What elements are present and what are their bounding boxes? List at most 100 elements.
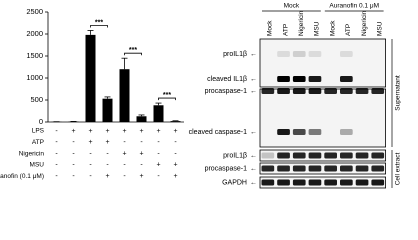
lane-label: Mock (267, 20, 274, 36)
row-label: cleaved caspase-1 (189, 129, 247, 136)
blot-band (277, 76, 290, 82)
significance-label: *** (163, 92, 171, 99)
condition-sign: - (123, 139, 126, 146)
condition-label: Auranofin (0.1 μM) (0, 173, 44, 180)
blot-band (355, 165, 369, 172)
condition-sign: + (173, 162, 177, 169)
bar (119, 69, 130, 122)
lane-label: MSU (376, 21, 383, 36)
lane-label: MSU (314, 21, 321, 36)
blot-band (261, 152, 275, 159)
y-tick-label: 500 (30, 95, 43, 104)
condition-sign: - (157, 150, 160, 157)
y-tick-label: 1500 (26, 51, 43, 60)
condition-sign: - (72, 150, 75, 157)
significance-label: *** (95, 19, 103, 26)
row-arrow: ← (250, 88, 257, 95)
row-label: proIL1β (223, 51, 247, 58)
condition-sign: - (55, 139, 58, 146)
blot-band (277, 51, 290, 57)
condition-label: MSU (30, 162, 45, 169)
row-arrow: ← (250, 51, 257, 58)
condition-sign: - (157, 173, 160, 180)
blot-band (277, 179, 290, 186)
row-label: procaspase-1 (205, 88, 248, 95)
figure: 0 500 1000 1500 2000 2500 *** *** *** LPS - + + + + + + +… (0, 3, 402, 189)
condition-sign: + (173, 173, 177, 180)
condition-sign: + (139, 150, 143, 157)
blot-band (324, 179, 337, 186)
significance-bracket (158, 97, 176, 101)
condition-sign: + (105, 139, 109, 146)
blot-band (355, 152, 369, 159)
condition-label: Nigericin (19, 150, 45, 157)
blot-band (308, 129, 322, 135)
blot-band (371, 152, 385, 159)
significance-bracket (124, 52, 142, 56)
condition-sign: - (55, 173, 58, 180)
condition-sign: - (174, 139, 177, 146)
y-tick-label: 0 (39, 117, 43, 126)
blot-band (261, 88, 275, 94)
y-tick-label: 2500 (26, 7, 43, 16)
row-arrow: ← (250, 129, 257, 136)
group-label: Mock (284, 3, 300, 10)
blot-band (308, 179, 322, 186)
blot-band (308, 165, 322, 172)
blot-band (292, 129, 306, 135)
condition-sign: + (156, 162, 160, 169)
condition-sign: + (122, 150, 126, 157)
condition-sign: - (72, 139, 75, 146)
blot-band (340, 152, 353, 159)
blot-band (292, 88, 306, 94)
condition-sign: - (89, 173, 92, 180)
blot-panel (259, 176, 386, 189)
blot-band (308, 88, 322, 94)
condition-sign: - (140, 139, 143, 146)
condition-sign: - (106, 150, 109, 157)
blot-band (292, 51, 306, 57)
bar (170, 121, 181, 122)
condition-sign: + (139, 173, 143, 180)
blot-band (340, 76, 353, 82)
condition-sign: - (55, 150, 58, 157)
section-label: Cell extract (395, 153, 402, 186)
condition-sign: - (140, 162, 143, 169)
bar (136, 116, 147, 122)
blot-band (324, 165, 337, 172)
condition-sign: - (123, 173, 126, 180)
blot-band (277, 165, 290, 172)
blot-band (371, 165, 385, 172)
blot-band (340, 179, 353, 186)
bar (85, 34, 96, 122)
blot-band (261, 179, 275, 186)
lane-label: Nigericin (361, 10, 368, 36)
blot-band (355, 88, 369, 94)
y-tick-label: 1000 (26, 73, 43, 82)
condition-sign: - (174, 150, 177, 157)
row-label: procaspase-1 (205, 165, 248, 172)
group-label: Auranofin 0.1 μM (329, 3, 379, 10)
row-label: cleaved IL1β (207, 76, 247, 83)
lane-label: Nigericin (298, 10, 305, 36)
condition-sign: + (105, 128, 109, 135)
condition-sign: + (71, 128, 75, 135)
condition-label: LPS (32, 128, 45, 135)
blot-band (324, 88, 337, 94)
blot-band (340, 51, 353, 57)
blot-band (355, 179, 369, 186)
blot-panel (259, 88, 386, 148)
row-arrow: ← (250, 179, 257, 186)
condition-sign: - (55, 162, 58, 169)
condition-sign: + (173, 128, 177, 135)
blot-band (308, 76, 322, 82)
condition-sign: - (55, 128, 58, 135)
condition-sign: + (156, 128, 160, 135)
blot-band (340, 165, 353, 172)
blot-band (371, 88, 385, 94)
condition-sign: + (105, 173, 109, 180)
blot-band (292, 152, 306, 159)
condition-sign: - (72, 162, 75, 169)
row-label: proIL1β (223, 152, 247, 159)
condition-label: ATP (32, 139, 44, 146)
